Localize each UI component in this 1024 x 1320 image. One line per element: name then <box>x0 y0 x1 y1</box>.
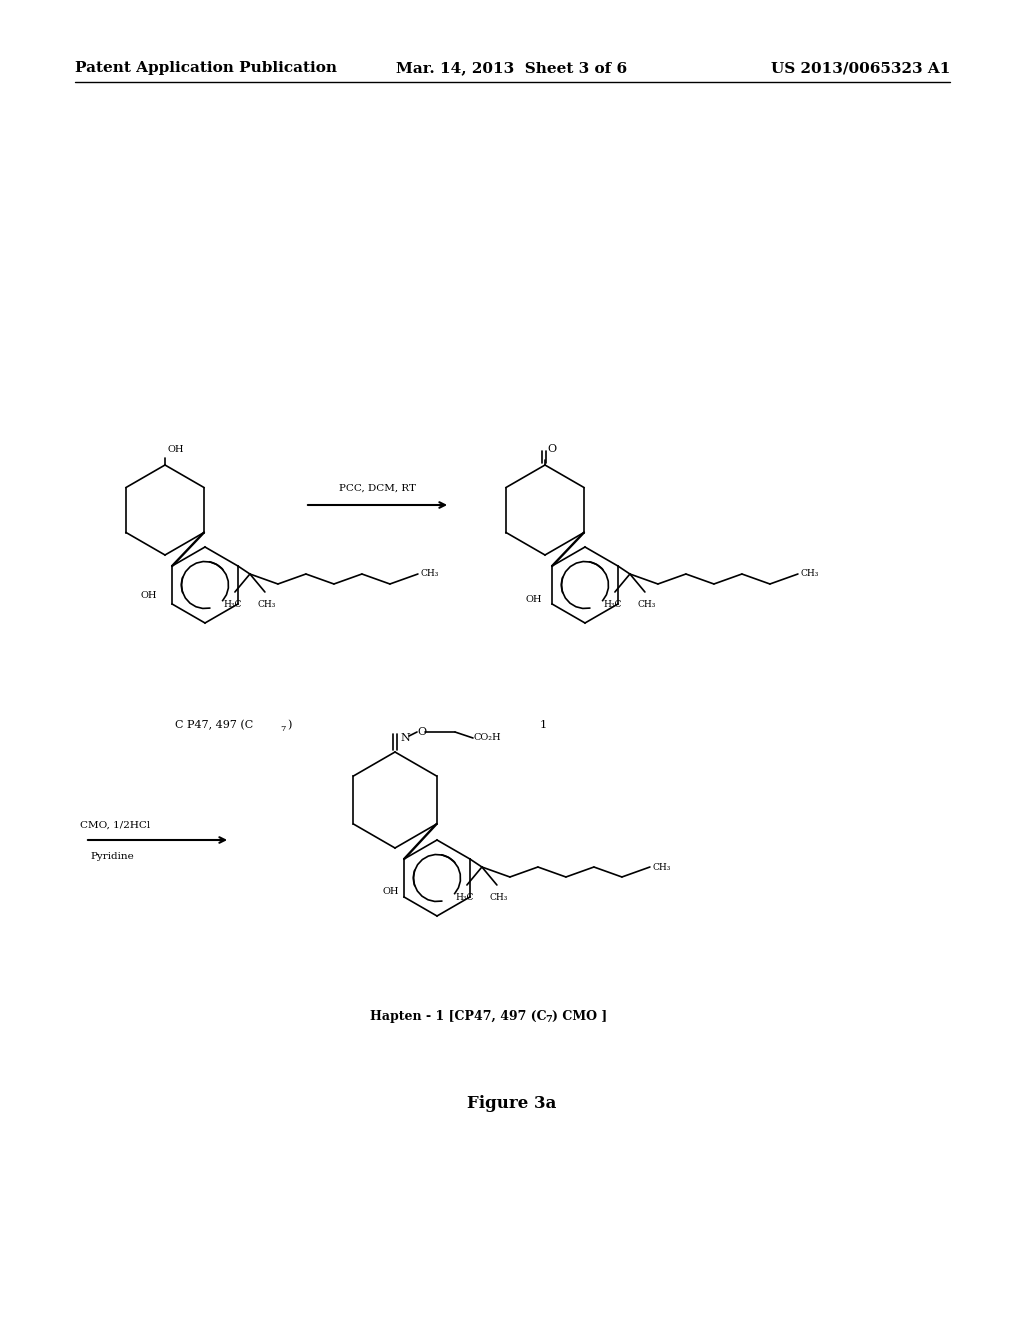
Text: 1: 1 <box>540 719 547 730</box>
Text: O: O <box>547 444 556 454</box>
Text: OH: OH <box>383 887 399 896</box>
Text: CH₃: CH₃ <box>801 569 819 578</box>
Text: Figure 3a: Figure 3a <box>467 1096 557 1111</box>
Text: O: O <box>417 727 426 737</box>
Text: H₃C: H₃C <box>456 894 474 902</box>
Text: CH₃: CH₃ <box>258 601 276 609</box>
Text: OH: OH <box>525 594 542 603</box>
Text: CMO, 1/2HCl: CMO, 1/2HCl <box>80 821 151 830</box>
Text: 7: 7 <box>545 1015 552 1024</box>
Text: 7: 7 <box>280 725 286 733</box>
Text: OH: OH <box>167 446 183 454</box>
Text: N: N <box>400 733 410 743</box>
Text: CO₂H: CO₂H <box>473 734 501 742</box>
Text: CH₃: CH₃ <box>653 862 672 871</box>
Text: Mar. 14, 2013  Sheet 3 of 6: Mar. 14, 2013 Sheet 3 of 6 <box>396 61 628 75</box>
Text: ): ) <box>287 719 292 730</box>
Text: PCC, DCM, RT: PCC, DCM, RT <box>339 484 416 492</box>
Text: OH: OH <box>140 591 157 601</box>
Text: H₃C: H₃C <box>223 601 242 609</box>
Text: C P47, 497 (C: C P47, 497 (C <box>175 719 253 730</box>
Text: H₃C: H₃C <box>604 601 623 609</box>
Text: Patent Application Publication: Patent Application Publication <box>75 61 337 75</box>
Text: CH₃: CH₃ <box>638 601 656 609</box>
Text: CH₃: CH₃ <box>489 894 508 902</box>
Text: CH₃: CH₃ <box>421 569 439 578</box>
Text: ) CMO ]: ) CMO ] <box>552 1010 607 1023</box>
Text: US 2013/0065323 A1: US 2013/0065323 A1 <box>771 61 950 75</box>
Text: Hapten - 1 [CP47, 497 (C: Hapten - 1 [CP47, 497 (C <box>370 1010 547 1023</box>
Text: Pyridine: Pyridine <box>90 851 134 861</box>
